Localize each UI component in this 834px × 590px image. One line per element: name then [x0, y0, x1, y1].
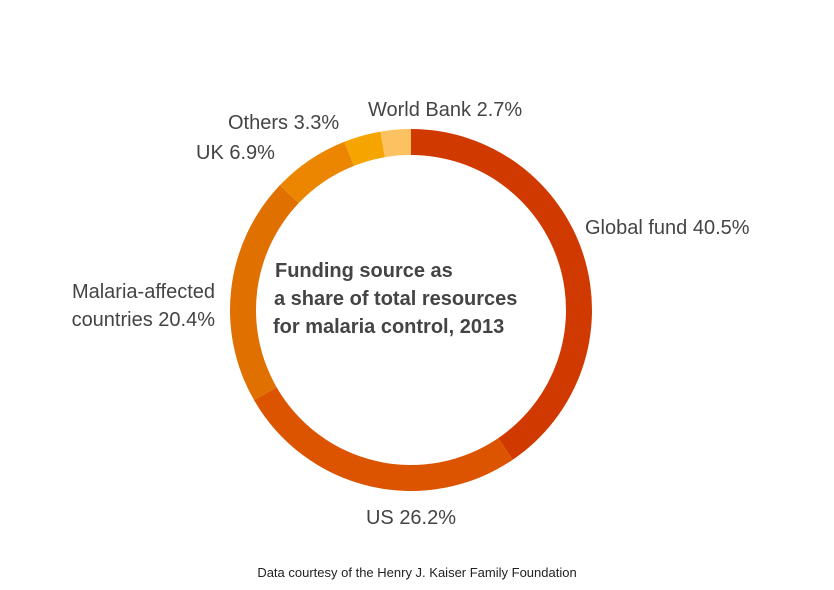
category-name: Others	[228, 112, 289, 134]
segment-label: UK 6.9%	[196, 139, 275, 167]
value-label: 40.5%	[692, 217, 750, 239]
source: Data courtesy of the Henry J. Kaiser Fam…	[257, 565, 576, 580]
category-name: World Bank	[368, 99, 472, 121]
value-label: 2.7%	[476, 99, 523, 121]
chart-title: Funding source as	[275, 260, 453, 282]
donut-segment	[254, 387, 513, 492]
category-name: US	[365, 507, 394, 529]
donut-segment	[230, 185, 299, 401]
donut-segment	[380, 129, 411, 158]
chart-title: for malaria control, 2013	[273, 316, 504, 338]
donut-segment	[344, 131, 385, 166]
segment-label: Others 3.3%	[228, 109, 339, 137]
chart-title: a share of total resources	[274, 288, 517, 310]
donut-segment	[279, 141, 354, 204]
category-name: Malaria-affected countries	[71, 281, 215, 331]
segment-label: US 26.2%	[330, 504, 492, 532]
value-label: 3.3%	[293, 112, 340, 134]
donut-segment	[411, 129, 593, 460]
segment-label: Malaria-affected countries 20.4%	[33, 278, 215, 334]
category-name: Global fund	[585, 217, 688, 239]
value-label: 6.9%	[229, 142, 275, 164]
value-label: 20.4%	[158, 309, 215, 331]
segment-label: Global fund 40.5%	[585, 214, 750, 242]
category-name: UK	[196, 142, 224, 164]
value-label: 26.2%	[399, 507, 457, 529]
segment-label: World Bank 2.7%	[368, 96, 522, 124]
